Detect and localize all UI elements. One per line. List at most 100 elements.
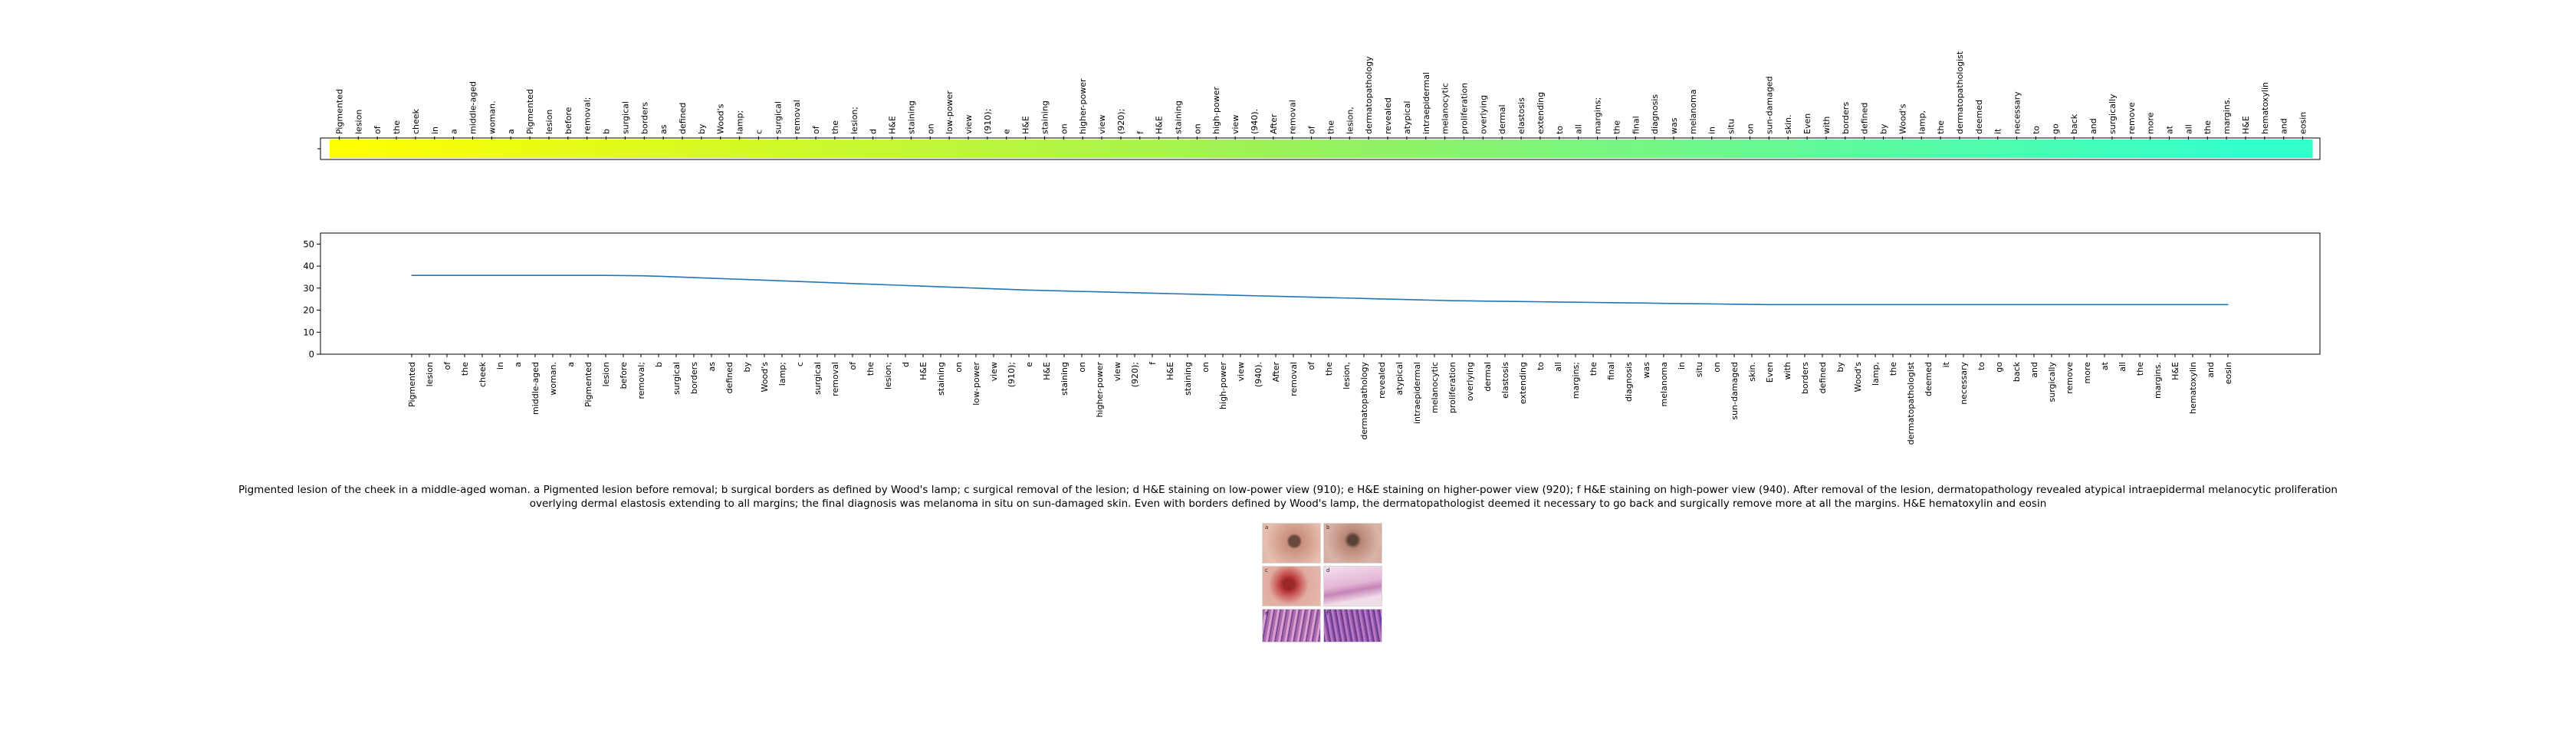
heatmap-cell xyxy=(1930,140,1951,158)
heatmap-cell xyxy=(615,140,636,158)
heatmap-cell xyxy=(367,140,388,158)
series-point xyxy=(1980,304,1982,305)
x-axis-tick-label: the xyxy=(460,362,470,376)
heatmap-tick-label: surgical xyxy=(773,101,783,134)
heatmap-cell xyxy=(577,140,597,158)
heatmap-tick-label: staining xyxy=(1040,100,1050,134)
heatmap-tick-label: After xyxy=(1269,113,1279,134)
heatmap-cell xyxy=(920,140,941,158)
x-axis-tick-label: surgical xyxy=(813,362,823,395)
heatmap-cell xyxy=(558,140,578,158)
heatmap-tick-label: deemed xyxy=(1974,100,1984,134)
series-point xyxy=(2086,304,2088,305)
heatmap-tick-label: cheek xyxy=(411,108,421,134)
heatmap-cell xyxy=(1950,140,1970,158)
x-axis-tick-label: the xyxy=(2135,362,2145,376)
x-axis-tick-label: it xyxy=(1941,361,1951,367)
x-axis-tick-label: to xyxy=(1976,362,1986,370)
heatmap-tick-label: the xyxy=(2203,120,2213,134)
heatmap-cell xyxy=(1302,140,1322,158)
heatmap-cell xyxy=(2216,140,2237,158)
heatmap-cell xyxy=(2141,140,2160,158)
x-axis-tick-label: After xyxy=(1271,362,1281,383)
x-axis-tick-label: revealed xyxy=(1377,362,1387,399)
series-point xyxy=(1134,292,1135,294)
x-axis-tick-label: all xyxy=(1553,362,1563,372)
x-axis-tick-label: view xyxy=(1112,362,1122,381)
heatmap-tick-label: extending xyxy=(1536,92,1546,134)
heatmap-tick-label: all xyxy=(1574,124,1584,134)
heatmap-tick-label: the xyxy=(1936,120,1946,134)
heatmap-tick-label: higher-power xyxy=(1078,78,1088,134)
heatmap-cell xyxy=(348,140,369,158)
series-point xyxy=(1363,297,1365,299)
series-point xyxy=(2033,304,2035,305)
series-point xyxy=(1522,301,1523,302)
heatmap-tick-label: staining xyxy=(1174,100,1184,134)
x-axis-tick-label: skin. xyxy=(1747,362,1757,382)
heatmap-cell xyxy=(844,140,864,158)
x-axis-tick-label: hematoxylin xyxy=(2188,362,2198,414)
heatmap-tick-label: lesion xyxy=(544,110,554,134)
heatmap-tick-label: the xyxy=(830,120,840,134)
heatmap-tick-label: lamp, xyxy=(1917,110,1927,134)
heatmap-tick-label: was xyxy=(1669,117,1679,134)
series-point xyxy=(1204,294,1206,295)
heatmap-tick-label: on xyxy=(1192,123,1202,134)
heatmap-tick-label: more xyxy=(2146,112,2156,134)
x-axis-tick-label: necessary xyxy=(1959,362,1969,405)
heatmap-tick-label: to xyxy=(1555,126,1565,134)
x-axis-tick-label: a xyxy=(566,362,576,367)
x-axis-tick-label: Wood's xyxy=(760,362,770,393)
heatmap-tick-label: by xyxy=(1879,123,1889,134)
heatmap-tick-label: lesion, xyxy=(1345,107,1355,134)
panel-label: b xyxy=(1326,524,1330,531)
x-axis-tick-label: middle-aged xyxy=(531,362,540,415)
series-point xyxy=(746,279,748,281)
heatmap-cell xyxy=(1969,140,1989,158)
heatmap-tick-label: a xyxy=(449,129,459,134)
series-point xyxy=(1892,304,1894,305)
x-axis-tick-label: melanoma xyxy=(1659,362,1669,406)
series-point xyxy=(2051,304,2052,305)
x-axis-tick-label: go xyxy=(1994,362,2004,373)
series-point xyxy=(481,274,483,276)
x-axis-tick-label: proliferation xyxy=(1447,362,1457,413)
heatmap-tick-label: intraepidermal xyxy=(1421,72,1431,134)
heatmap-cell xyxy=(596,140,616,158)
heatmap-tick-label: remove xyxy=(2127,102,2137,134)
heatmap-tick-label: and xyxy=(2088,118,2098,134)
x-axis-tick-label: low-power xyxy=(971,362,981,406)
series-point xyxy=(552,274,554,276)
x-axis-tick-label: cheek xyxy=(478,361,488,387)
heatmap-tick-label: removal; xyxy=(583,97,593,134)
heatmap-cell xyxy=(730,140,750,158)
series-line xyxy=(412,274,2228,306)
heatmap-cell xyxy=(1530,140,1550,158)
x-axis-tick-label: all xyxy=(2118,362,2128,372)
heatmap-tick-label: Wood's xyxy=(716,104,726,134)
heatmap-cell xyxy=(767,140,788,158)
x-axis-tick-label: borders xyxy=(689,362,699,394)
series-point xyxy=(517,274,518,276)
heatmap-cell xyxy=(1683,140,1703,158)
heatmap-cell xyxy=(1988,140,2008,158)
heatmap-tick-label: go xyxy=(2050,123,2060,134)
heatmap-cell xyxy=(1378,140,1398,158)
heatmap-tick-label: the xyxy=(1612,120,1622,134)
x-axis-tick-label: lamp, xyxy=(1871,362,1881,386)
heatmap-tick-label: woman. xyxy=(487,100,497,134)
heatmap-tick-label: defined xyxy=(678,103,688,134)
heatmap-cell xyxy=(1225,140,1246,158)
x-axis-tick-label: H&E xyxy=(1165,362,1175,380)
x-axis-tick-label: H&E xyxy=(918,362,928,380)
heatmap-tick-label: H&E xyxy=(888,116,898,134)
heatmap-tick-label: Even xyxy=(1802,113,1812,134)
x-axis-tick-label: d xyxy=(901,362,911,367)
heatmap-cell xyxy=(1016,140,1036,158)
series-point xyxy=(2192,304,2193,305)
heatmap-tick-label: diagnosis xyxy=(1650,94,1660,134)
series-point xyxy=(1275,295,1276,297)
heatmap-tick-label: by xyxy=(697,123,707,134)
